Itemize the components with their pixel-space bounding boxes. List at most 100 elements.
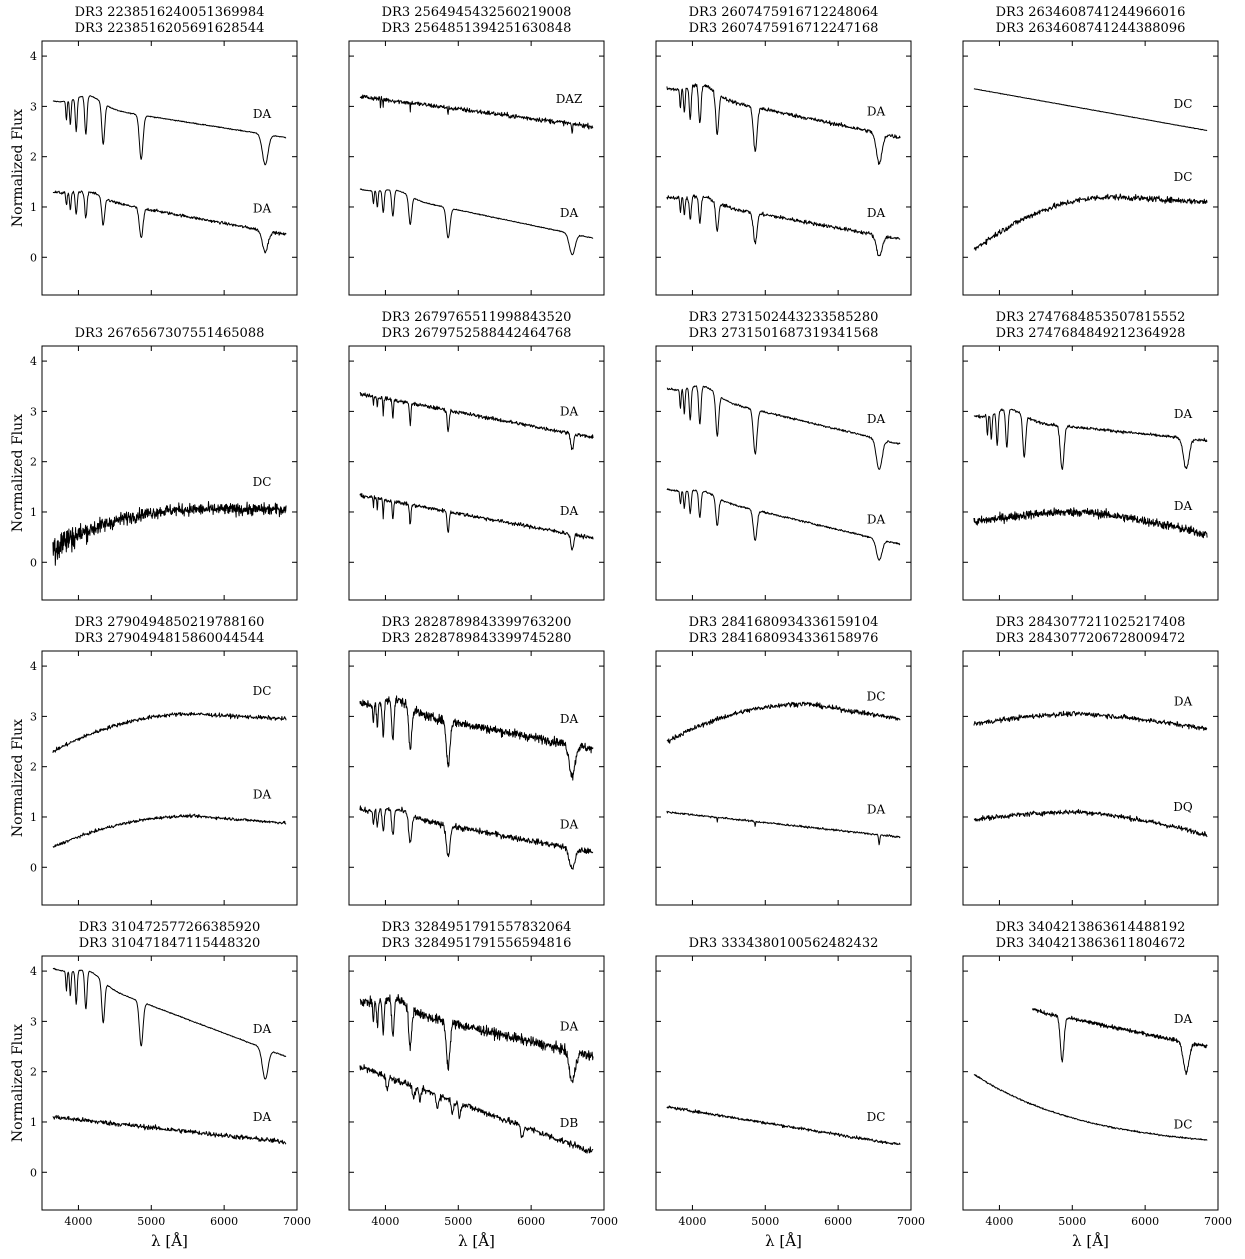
spectral-type-label: DC <box>1174 1117 1193 1131</box>
panel-title: DR3 2841680934336159104 <box>689 615 879 630</box>
spectrum-line <box>666 194 901 257</box>
spectral-type-label: DA <box>253 1110 272 1124</box>
y-tick-label: 3 <box>30 405 37 418</box>
x-tick-label: 4000 <box>985 1215 1013 1228</box>
panel-title: DR3 2828789843399745280 <box>382 631 572 646</box>
panel-title: DR3 3404213863614488192 <box>996 920 1186 935</box>
x-tick-label: 7000 <box>1204 1215 1232 1228</box>
y-tick-label: 4 <box>30 50 37 63</box>
y-axis-label: Normalized Flux <box>10 1024 26 1142</box>
spectral-type-label: DC <box>1174 170 1193 184</box>
spectral-type-label: DA <box>1174 1012 1193 1026</box>
spectrum-line <box>973 408 1208 470</box>
panel-frame <box>962 40 1219 296</box>
spectral-type-label: DA <box>560 206 579 220</box>
panel-frame <box>348 650 605 906</box>
spectral-type-label: DA <box>867 513 886 527</box>
x-tick-label: 6000 <box>210 1215 238 1228</box>
spectrum-line <box>359 1064 594 1154</box>
y-tick-label: 1 <box>30 811 37 824</box>
x-tick-label: 7000 <box>590 1215 618 1228</box>
y-tick-label: 1 <box>30 201 37 214</box>
y-axis-label: Normalized Flux <box>10 719 26 837</box>
spectral-type-label: DA <box>560 504 579 518</box>
x-tick-label: 6000 <box>517 1215 545 1228</box>
spectral-type-label: DA <box>560 712 579 726</box>
spectral-type-label: DA <box>253 107 272 121</box>
panel-frame <box>655 40 912 296</box>
x-tick-label: 4000 <box>64 1215 92 1228</box>
y-tick-label: 3 <box>30 100 37 113</box>
spectrum-line <box>52 190 287 254</box>
panel-frame <box>348 345 605 601</box>
spectrum-line <box>666 488 901 561</box>
panel-title: DR3 2843077206728009472 <box>996 631 1186 646</box>
panel-title: DR3 2676567307551465088 <box>75 326 265 341</box>
y-tick-label: 1 <box>30 506 37 519</box>
panel-frame <box>655 650 912 906</box>
panel-title: DR3 2634608741244388096 <box>996 21 1186 36</box>
y-tick-label: 0 <box>30 556 37 569</box>
spectrum-line <box>973 1074 1208 1141</box>
spectrum-line <box>359 805 594 870</box>
panel-title: DR3 2238516205691628544 <box>75 21 265 36</box>
spectrum-line <box>359 188 594 256</box>
panel-title: DR3 2607475916712248064 <box>689 5 879 20</box>
y-tick-label: 2 <box>30 456 37 469</box>
panel-title: DR3 2634608741244966016 <box>996 5 1186 20</box>
panel-title: DR3 3284951791556594816 <box>382 936 572 951</box>
spectral-type-label: DA <box>867 412 886 426</box>
spectrum-panel: 0 1 2 3 4 DR3 2676567307551465088 DC Normalized… <box>10 326 298 601</box>
y-tick-label: 3 <box>30 1015 37 1028</box>
panel-title: DR3 2790494815860044544 <box>75 631 265 646</box>
y-tick-label: 4 <box>30 355 37 368</box>
spectrum-line <box>1031 1008 1208 1076</box>
spectrum-line <box>666 810 901 846</box>
spectrum-line <box>359 94 594 134</box>
spectrum-line <box>666 1105 901 1146</box>
spectral-type-label: DA <box>560 818 579 832</box>
panel-title: DR3 2843077211025217408 <box>996 615 1186 630</box>
panel-title: DR3 310471847115448320 <box>79 936 261 951</box>
x-tick-label: 5000 <box>444 1215 472 1228</box>
spectrum-line <box>666 701 901 744</box>
panel-frame <box>348 40 605 296</box>
spectral-type-label: DA <box>1174 499 1193 513</box>
spectrum-line <box>973 808 1208 838</box>
panel-frame <box>41 40 298 296</box>
spectrum-line <box>973 88 1208 132</box>
spectral-type-label: DA <box>253 787 272 801</box>
spectrum-line <box>52 95 287 166</box>
spectrum-line <box>359 994 594 1084</box>
panel-title: DR3 2564851394251630848 <box>382 21 572 36</box>
spectral-type-label: DC <box>1174 97 1193 111</box>
panel-frame <box>962 345 1219 601</box>
panel-title: DR3 2828789843399763200 <box>382 615 572 630</box>
spectral-type-label: DB <box>560 1116 579 1130</box>
x-tick-label: 7000 <box>897 1215 925 1228</box>
spectral-type-label: DA <box>867 206 886 220</box>
spectral-type-label: DA <box>1174 694 1193 708</box>
spectral-type-label: DC <box>867 1110 886 1124</box>
y-tick-label: 0 <box>30 1166 37 1179</box>
spectral-type-label: DA <box>560 1019 579 1033</box>
panel-title: DR3 2679752588442464768 <box>382 326 572 341</box>
panel-frame <box>41 650 298 906</box>
spectral-type-label: DC <box>253 684 272 698</box>
panel-frame <box>41 345 298 601</box>
spectrum-line <box>666 385 901 470</box>
panel-frame <box>348 955 605 1211</box>
spectrum-line <box>359 492 594 551</box>
x-axis-label: λ [Å] <box>1072 1232 1109 1250</box>
panel-title: DR3 2731502443233585280 <box>689 310 879 325</box>
